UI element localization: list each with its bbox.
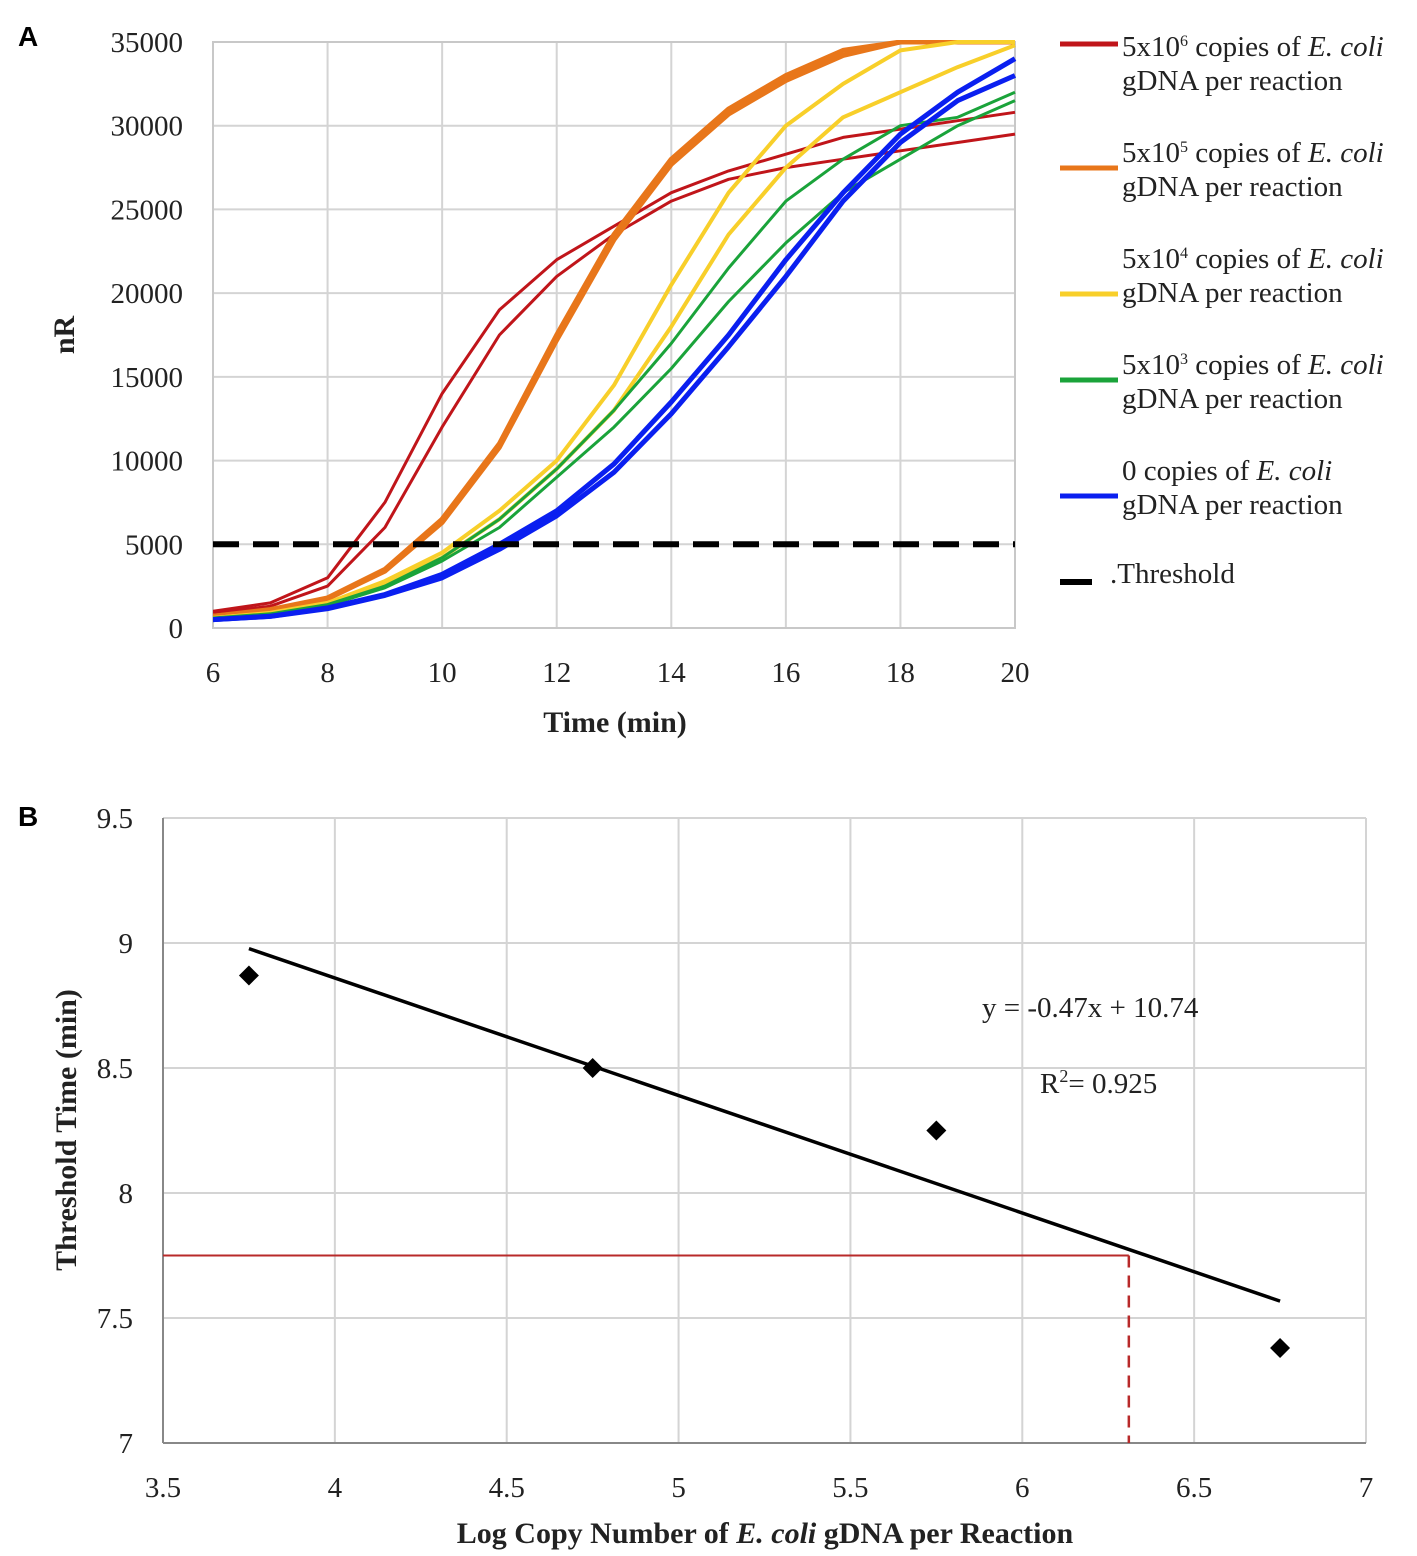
legend-text-part: 0 copies of (1122, 455, 1257, 487)
series-group (213, 40, 1017, 623)
x-tick-label: 6 (206, 657, 221, 689)
x-tick-label: 18 (886, 657, 915, 689)
x-tick-label: 20 (1001, 657, 1030, 689)
series-line-2-replicate-2 (213, 40, 1015, 619)
legend-text-part: copies of (1188, 31, 1308, 63)
x-tick-label: 14 (657, 657, 687, 689)
series-line-5-replicate-1 (213, 56, 1017, 623)
data-point-marker (926, 1120, 947, 1141)
x-tick-label: 7 (1359, 1472, 1374, 1504)
x-tick-label: 4.5 (489, 1472, 525, 1504)
data-point-marker (238, 965, 259, 986)
x-tick-label: 6 (1015, 1472, 1030, 1504)
legend-label-threshold: .Threshold (1110, 558, 1235, 590)
y-tick-label: 15000 (111, 362, 184, 394)
panel-b-x-axis-title: Log Copy Number of E. coli gDNA per Reac… (457, 1517, 1074, 1550)
legend-superscript: 6 (1180, 33, 1188, 50)
series-line-1-replicate-2 (213, 132, 1016, 615)
series-line-4-replicate-2 (213, 99, 1016, 620)
panel-label-a: A (18, 21, 38, 52)
legend-italic: E. coli (1307, 349, 1384, 381)
legend-italic: E. coli (1307, 137, 1384, 169)
legend-label-3: 5x104 copies of E. coli (1122, 243, 1384, 275)
legend-italic: E. coli (1307, 243, 1384, 275)
panel-label-b: B (18, 801, 38, 832)
panel-b-chart: 3.5 4 4.5 5 5.5 6 6.5 7 7 7.5 8 8.5 9 9.5 (97, 803, 1374, 1504)
y-tick-label: 25000 (111, 194, 184, 226)
x-tick-label: 3.5 (145, 1472, 181, 1504)
y-tick-label: 9 (119, 928, 134, 960)
series-line-5-replicate-2 (213, 73, 1017, 623)
legend-label-5: 0 copies of E. coli (1122, 455, 1332, 487)
panel-a-chart: 6 8 10 12 14 16 18 20 0 5000 10000 15000 20000 25000 3… (111, 27, 1384, 689)
legend-label-line2: gDNA per reaction (1122, 277, 1343, 309)
legend-label-line2: gDNA per reaction (1122, 383, 1343, 415)
trendline (248, 946, 1281, 1303)
legend-superscript: 3 (1180, 351, 1188, 368)
x-tick-label: 10 (428, 657, 457, 689)
legend-text-part: 5x10 (1122, 349, 1180, 381)
y-tick-label: 10000 (111, 446, 184, 478)
legend-text-part: 5x10 (1122, 243, 1180, 275)
legend-label-1: 5x106 copies of E. coli (1122, 31, 1384, 63)
legend-italic: E. coli (1307, 31, 1384, 63)
y-tick-label: 5000 (125, 529, 183, 561)
y-tick-label: 20000 (111, 278, 184, 310)
legend-label-line2: gDNA per reaction (1122, 65, 1343, 97)
x-tick-label: 5 (671, 1472, 686, 1504)
legend-label-line2: gDNA per reaction (1122, 489, 1343, 521)
legend-text-part: 5x10 (1122, 31, 1180, 63)
legend-text-part: copies of (1188, 349, 1308, 381)
panel-a-x-axis-title: Time (min) (543, 706, 687, 739)
x-tick-label: 5.5 (832, 1472, 868, 1504)
x-tick-label: 6.5 (1176, 1472, 1212, 1504)
legend-text-part: copies of (1188, 243, 1308, 275)
x-tick-label: 8 (320, 657, 335, 689)
x-tick-label: 16 (771, 657, 800, 689)
legend-label-line2: gDNA per reaction (1122, 171, 1343, 203)
legend-superscript: 4 (1180, 245, 1188, 262)
plot-area-border (212, 41, 1016, 629)
y-tick-label: 7 (119, 1428, 134, 1460)
y-tick-label: 35000 (111, 27, 184, 59)
legend-label-4: 5x103 copies of E. coli (1122, 349, 1384, 381)
series-line-1-replicate-1 (213, 110, 1016, 613)
y-tick-label: 9.5 (97, 803, 133, 835)
y-tick-label: 7.5 (97, 1303, 133, 1335)
legend-text-part: copies of (1188, 137, 1308, 169)
x-tick-label: 12 (542, 657, 571, 689)
y-tick-label: 8 (119, 1178, 134, 1210)
panel-b-y-axis-title: Threshold Time (min) (50, 989, 83, 1271)
legend-italic: E. coli (1256, 455, 1333, 487)
data-point-marker (1270, 1338, 1291, 1358)
r-squared-label: R2= 0.925 (1040, 1066, 1157, 1100)
legend-label-2: 5x105 copies of E. coli (1122, 137, 1384, 169)
series-line-4-replicate-1 (213, 90, 1016, 620)
trendline-equation: y = -0.47x + 10.74 (982, 992, 1199, 1024)
legend-text-part: 5x10 (1122, 137, 1180, 169)
legend-superscript: 5 (1180, 139, 1188, 156)
y-tick-label: 30000 (111, 111, 184, 143)
panel-a-y-axis-title: nR (48, 315, 81, 354)
y-tick-label: 8.5 (97, 1053, 133, 1085)
data-point-marker (582, 1058, 603, 1078)
y-tick-label: 0 (169, 613, 184, 645)
x-tick-label: 4 (328, 1472, 343, 1504)
